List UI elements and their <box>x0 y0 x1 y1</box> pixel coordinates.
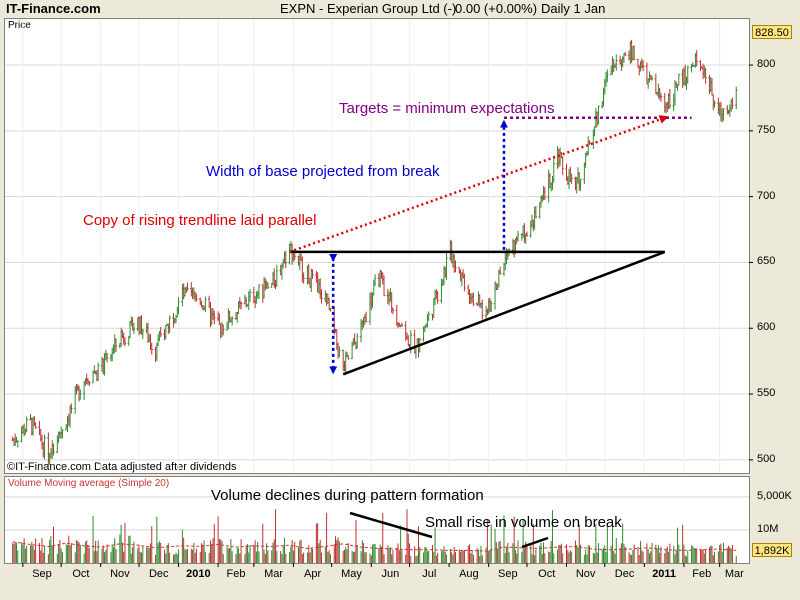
x-tick-label: Oct <box>72 568 90 580</box>
period-label: Daily 1 Jan <box>541 1 606 16</box>
x-tick-label: Jun <box>381 568 400 580</box>
volume-declines-pointer <box>349 511 433 539</box>
x-tick-label: Nov <box>110 568 130 580</box>
vol-tick-label: 5,000K <box>757 489 792 502</box>
x-tick-label: Nov <box>575 568 596 580</box>
x-tick-label: May <box>341 568 362 580</box>
price-panel: Price ©IT-Finance.com Data adjusted afte… <box>4 18 750 474</box>
x-tick-label: Feb <box>226 568 246 580</box>
x-tick-label: Dec <box>614 568 635 580</box>
volume-series <box>12 509 737 563</box>
current-price-badge: 828.50 <box>752 25 792 39</box>
grid-layer <box>5 19 753 567</box>
x-tick-label: Apr <box>303 568 322 580</box>
small-rise-pointer <box>521 536 549 549</box>
volume-moving-average <box>12 541 737 552</box>
rising-trendline <box>342 250 666 376</box>
x-tick-label: Mar <box>264 568 284 580</box>
annotation-targets: Targets = minimum expectations <box>339 100 555 117</box>
x-tick-label: Dec <box>148 568 169 580</box>
y-tick-label: 650 <box>757 255 776 268</box>
current-volume-badge: 1,892K <box>752 543 792 557</box>
volume-panel-label: Volume Moving average (Simple 20) <box>8 478 170 489</box>
annotation-width-base: Width of base projected from break <box>206 163 440 180</box>
x-tick-label: Oct <box>538 568 556 580</box>
annotation-copy-trendline: Copy of rising trendline laid parallel <box>83 212 317 229</box>
annotation-volume-declines: Volume declines during pattern formation <box>211 487 484 504</box>
annotation-small-rise: Small rise in volume on break <box>425 514 622 531</box>
x-tick-label: Aug <box>459 568 479 580</box>
x-tick-label: Jul <box>422 568 437 580</box>
y-tick-label: 750 <box>757 123 776 136</box>
parallel-trendline-copy <box>289 115 669 254</box>
price-series <box>11 39 738 467</box>
site-name: IT-Finance.com <box>6 1 101 16</box>
price-panel-label: Price <box>8 20 31 31</box>
x-tick-label: Feb <box>692 568 712 580</box>
x-tick-label: Sep <box>498 568 518 580</box>
y-tick-label: 550 <box>757 387 776 400</box>
x-tick-label: 2011 <box>652 568 677 580</box>
price-change: 0.00 (+0.00%) <box>455 1 538 16</box>
y-tick-label: 700 <box>757 189 776 202</box>
y-tick-label: 500 <box>757 452 776 465</box>
x-tick-label: Sep <box>32 568 52 580</box>
chart-header: IT-Finance.com EXPN - Experian Group Ltd… <box>0 0 800 18</box>
x-tick-label: Mar <box>724 568 744 580</box>
vol-tick-label: 10M <box>757 522 779 535</box>
y-tick-label: 600 <box>757 321 776 334</box>
ticker-title: EXPN - Experian Group Ltd (-) <box>280 1 457 16</box>
y-tick-label: 800 <box>757 58 776 71</box>
x-tick-label: 2010 <box>186 568 211 580</box>
pattern-overlays <box>289 115 692 549</box>
copyright-note: ©IT-Finance.com Data adjusted after divi… <box>7 461 237 473</box>
